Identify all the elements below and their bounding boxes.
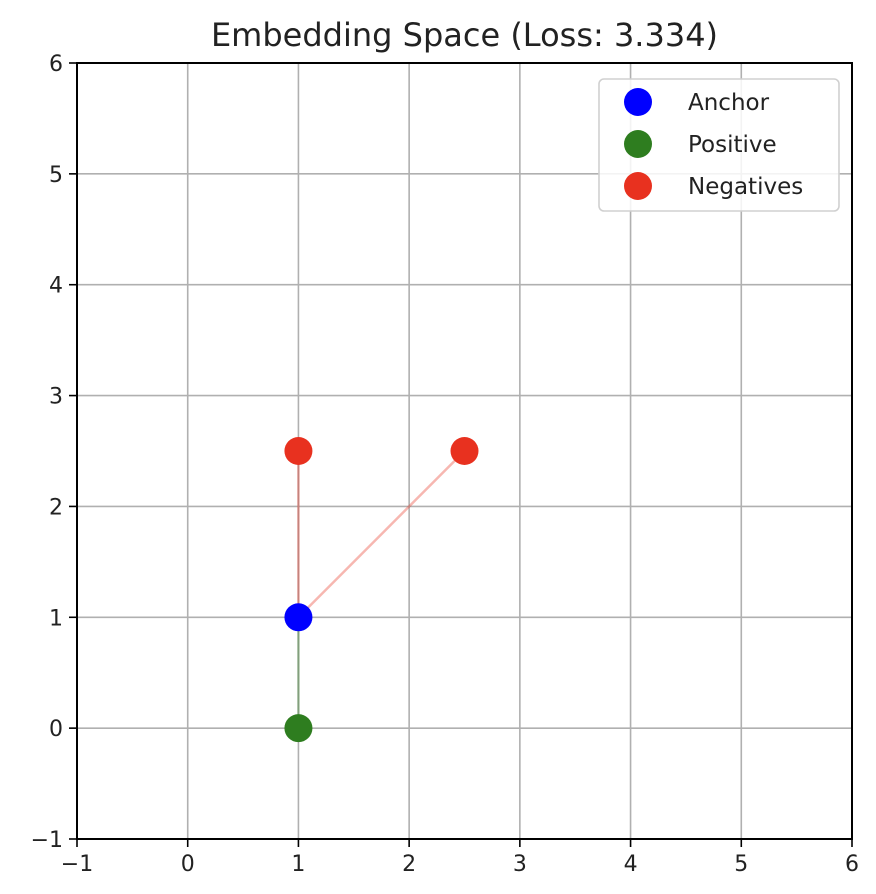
x-tick-label: 3 xyxy=(513,852,527,877)
legend: Anchor Positive Negatives xyxy=(598,78,840,212)
y-tick-label: 4 xyxy=(49,274,63,299)
anchor-point xyxy=(284,603,313,632)
legend-marker-anchor xyxy=(624,88,652,116)
y-tick-label: 5 xyxy=(49,163,63,188)
connector-line xyxy=(297,450,466,619)
y-tick-label: 3 xyxy=(49,385,63,410)
y-tick-label: 0 xyxy=(49,717,63,742)
axis-ticks: −1 0 1 2 3 4 5 6 −1 0 1 2 3 4 5 6 xyxy=(31,52,859,877)
x-tick-label: 1 xyxy=(291,852,305,877)
x-tick-label: 4 xyxy=(624,852,638,877)
y-tick-label: 1 xyxy=(49,606,63,631)
y-tick-label: 2 xyxy=(49,495,63,520)
legend-marker-negatives xyxy=(624,172,652,200)
positive-point xyxy=(284,714,313,743)
x-tick-label: 0 xyxy=(181,852,195,877)
y-tick-label: 6 xyxy=(49,52,63,77)
x-tick-label: 2 xyxy=(402,852,416,877)
y-tick-label: −1 xyxy=(31,828,63,853)
legend-box xyxy=(598,78,840,212)
connector-lines xyxy=(297,450,466,729)
legend-label-negatives: Negatives xyxy=(688,174,803,200)
legend-label-anchor: Anchor xyxy=(688,90,770,116)
x-tick-label: −1 xyxy=(61,852,93,877)
legend-label-positive: Positive xyxy=(688,132,777,158)
x-tick-label: 6 xyxy=(845,852,859,877)
legend-marker-positive xyxy=(624,130,652,158)
data-points xyxy=(284,437,479,743)
chart-title: Embedding Space (Loss: 3.334) xyxy=(211,16,718,54)
negatives-point xyxy=(450,437,479,465)
negatives-point xyxy=(284,437,313,465)
x-tick-label: 5 xyxy=(734,852,748,877)
plot-frame xyxy=(76,62,853,840)
